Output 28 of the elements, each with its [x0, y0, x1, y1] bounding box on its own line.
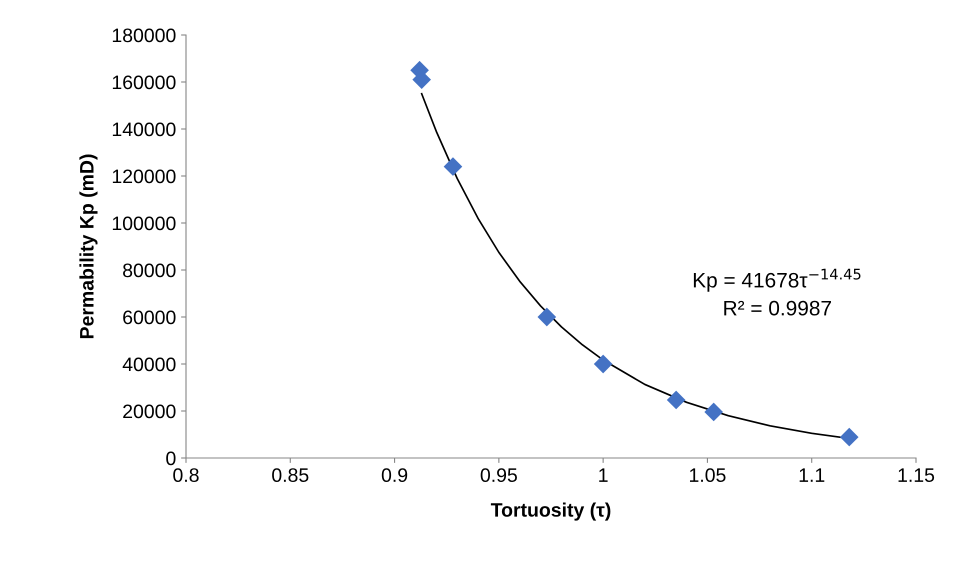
x-tick-label: 1.1	[800, 468, 824, 482]
y-tick-label: 40000	[122, 357, 176, 372]
x-axis-title: Tortuosity (τ)	[490, 502, 610, 521]
x-tick-label: 0.9	[382, 468, 408, 482]
y-tick-label: 140000	[112, 122, 176, 136]
x-tick-label: 1	[599, 468, 608, 482]
point	[538, 308, 556, 326]
y-tick-label: 120000	[112, 169, 176, 184]
point	[704, 402, 724, 422]
x-tick-label: 1.05	[690, 468, 726, 482]
x-tick-label: 1.15	[898, 468, 934, 482]
y-tick-label: 100000	[112, 216, 176, 230]
point	[594, 354, 612, 374]
y-tick-label: 20000	[123, 404, 176, 418]
point	[840, 428, 859, 446]
point	[444, 157, 462, 176]
y-tick-label: 60000	[123, 310, 176, 324]
y-tick-label: 80000	[123, 263, 176, 278]
annotation: Kp = 41678τ$^{−14.45}$	[694, 268, 860, 292]
annotation: R² = 0.9987	[724, 300, 831, 316]
y-tick-label: 180000	[112, 28, 176, 42]
x-tick-label: 0.8	[173, 468, 199, 482]
y-tick-label: 0	[166, 451, 176, 466]
y-tick-label: 160000	[112, 75, 176, 90]
x-tick-label: 0.95	[480, 468, 517, 482]
x-tick-label: 0.85	[272, 468, 308, 482]
y-axis-title: Permability Kp (mD)	[79, 154, 98, 338]
point	[666, 390, 686, 410]
